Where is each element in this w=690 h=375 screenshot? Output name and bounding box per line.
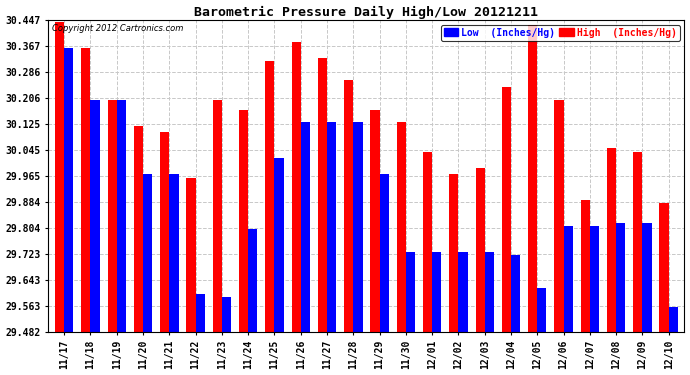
Bar — [449, 174, 458, 332]
Bar — [196, 294, 205, 332]
Bar — [353, 123, 362, 332]
Bar — [590, 226, 599, 332]
Title: Barometric Pressure Daily High/Low 20121211: Barometric Pressure Daily High/Low 20121… — [195, 6, 538, 19]
Bar — [55, 22, 64, 332]
Bar — [134, 126, 143, 332]
Bar — [186, 178, 196, 332]
Bar — [344, 80, 353, 332]
Bar — [371, 110, 380, 332]
Bar — [660, 204, 669, 332]
Bar — [432, 252, 442, 332]
Bar — [423, 152, 432, 332]
Bar — [318, 58, 327, 332]
Text: Copyright 2012 Cartronics.com: Copyright 2012 Cartronics.com — [52, 24, 183, 33]
Bar — [607, 148, 616, 332]
Bar — [511, 255, 520, 332]
Bar — [669, 307, 678, 332]
Bar — [458, 252, 468, 332]
Bar — [484, 252, 494, 332]
Bar — [616, 223, 625, 332]
Bar — [160, 132, 169, 332]
Bar — [275, 158, 284, 332]
Bar — [213, 100, 222, 332]
Legend: Low  (Inches/Hg), High  (Inches/Hg): Low (Inches/Hg), High (Inches/Hg) — [441, 25, 680, 40]
Bar — [528, 25, 538, 332]
Bar — [108, 100, 117, 332]
Bar — [397, 123, 406, 332]
Bar — [301, 123, 310, 332]
Bar — [169, 174, 179, 332]
Bar — [538, 288, 546, 332]
Bar — [265, 61, 275, 332]
Bar — [248, 230, 257, 332]
Bar — [406, 252, 415, 332]
Bar — [239, 110, 248, 332]
Bar — [580, 200, 590, 332]
Bar — [222, 297, 231, 332]
Bar — [143, 174, 152, 332]
Bar — [564, 226, 573, 332]
Bar — [81, 48, 90, 332]
Bar — [642, 223, 651, 332]
Bar — [475, 168, 484, 332]
Bar — [64, 48, 73, 332]
Bar — [633, 152, 642, 332]
Bar — [380, 174, 388, 332]
Bar — [327, 123, 336, 332]
Bar — [292, 42, 301, 332]
Bar — [502, 87, 511, 332]
Bar — [554, 100, 564, 332]
Bar — [90, 100, 99, 332]
Bar — [117, 100, 126, 332]
